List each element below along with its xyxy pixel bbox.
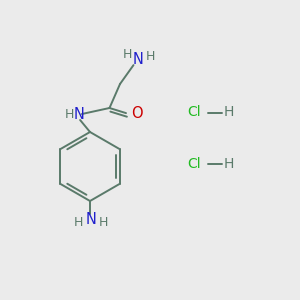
Text: H: H bbox=[123, 48, 132, 62]
Text: H: H bbox=[73, 215, 83, 229]
Text: H: H bbox=[224, 106, 234, 119]
Text: N: N bbox=[74, 107, 84, 122]
Text: H: H bbox=[64, 108, 74, 122]
Text: H: H bbox=[98, 215, 108, 229]
Text: N: N bbox=[85, 212, 96, 226]
Text: O: O bbox=[131, 106, 142, 121]
Text: N: N bbox=[133, 52, 143, 68]
Text: Cl: Cl bbox=[188, 157, 201, 170]
Text: H: H bbox=[224, 157, 234, 170]
Text: Cl: Cl bbox=[188, 106, 201, 119]
Text: H: H bbox=[145, 50, 155, 63]
